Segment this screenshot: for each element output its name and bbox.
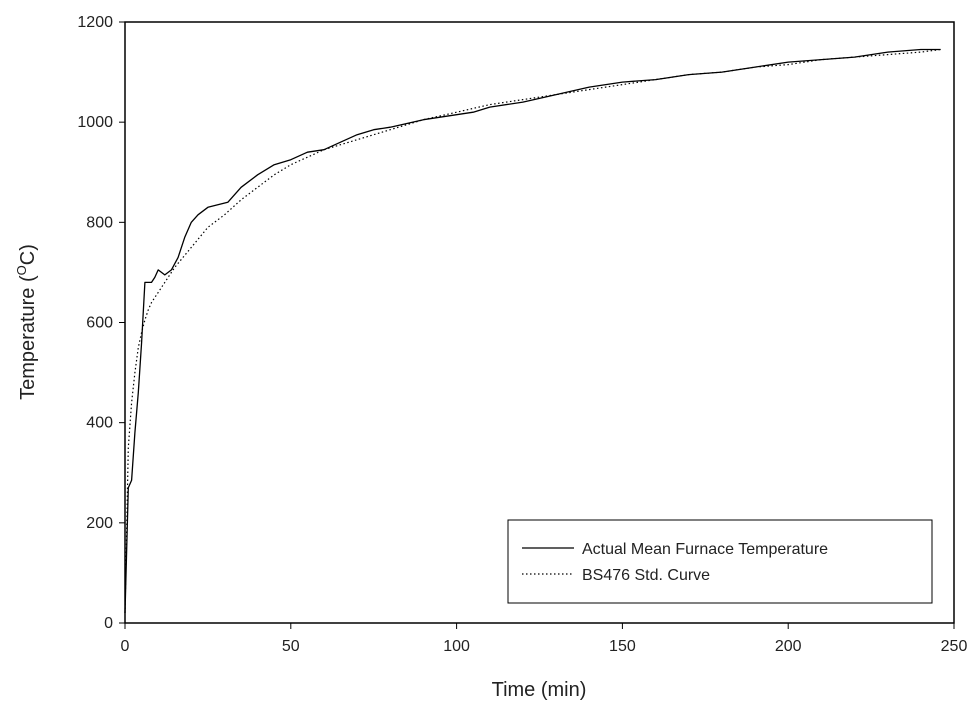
x-tick-label: 50 (282, 638, 300, 655)
x-tick-label: 0 (121, 638, 130, 655)
y-tick-label: 0 (104, 615, 113, 632)
x-tick-label: 200 (775, 638, 802, 655)
x-tick-label: 250 (941, 638, 968, 655)
legend: Actual Mean Furnace Temperature BS476 St… (507, 519, 933, 604)
y-tick-label: 200 (86, 515, 113, 532)
y-tick-label: 1200 (77, 14, 113, 31)
y-tick-label: 800 (86, 214, 113, 231)
series-group (124, 48, 941, 614)
y-tick-label: 400 (86, 415, 113, 432)
y-axis-title-suffix: C) (17, 244, 39, 265)
y-tick-label: 1000 (77, 114, 113, 131)
x-tick-label: 100 (443, 638, 470, 655)
legend-label-bs476: BS476 Std. Curve (582, 567, 710, 584)
legend-box (507, 519, 933, 604)
y-axis-title-prefix: Temperature ( (17, 275, 39, 400)
x-tick-label: 150 (609, 638, 636, 655)
x-axis-title: Time (min) (492, 679, 587, 701)
series-line-bs476 (124, 48, 941, 614)
legend-label-actual: Actual Mean Furnace Temperature (582, 541, 828, 558)
axis-ticks: 0 50 100 150 200 250 0 200 400 600 800 1000 1200 (77, 14, 967, 655)
y-axis-title: Temperature (OC) (14, 244, 39, 400)
y-tick-label: 600 (86, 315, 113, 332)
y-axis-title-superscript: O (14, 265, 29, 275)
